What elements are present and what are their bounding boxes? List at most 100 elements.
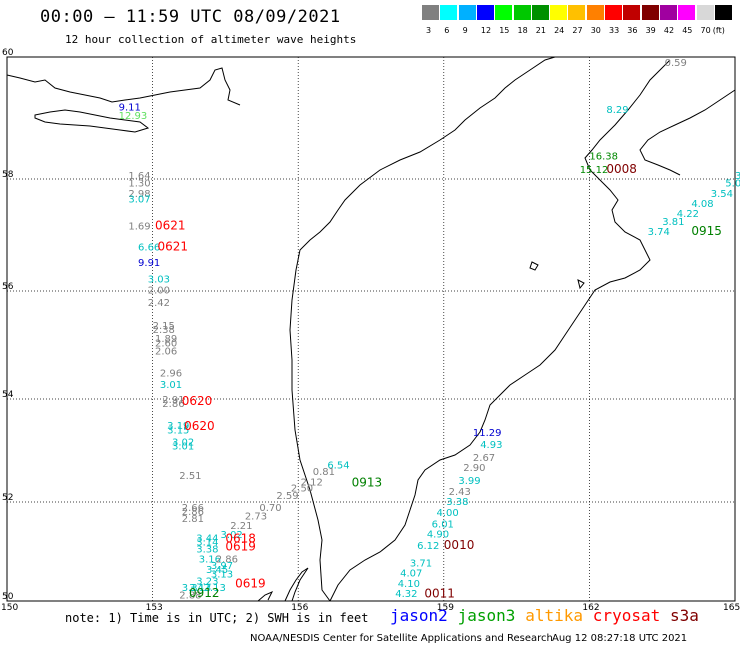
legend-level-label: 18 [517,26,528,35]
wave-height-value: 4.22 [677,209,699,220]
wave-height-value: 3.01 [172,441,194,452]
wave-height-value: 3.71 [410,558,432,569]
wave-height-value: 2.86 [162,399,184,410]
pass-time-label: 0010 [444,538,475,552]
kamchatka-coast [289,56,556,602]
legend-swatch [714,5,732,20]
wave-height-value: 8.29 [606,105,628,116]
wave-height-value: 3.81 [662,217,684,228]
pass-time-label: 0620 [184,419,215,433]
wave-height-value: 2.60 [155,339,177,350]
legend-level-label: 30 [590,26,601,35]
legend-swatch [422,5,439,20]
legend-swatch [550,5,568,20]
koryak-coast [639,89,736,176]
wave-height-value: 2.66 [182,503,204,514]
legend-level-label: (ft) [712,26,725,35]
wave-height-value: 3.6 [735,171,740,182]
wave-height-value: 3.23 [196,577,218,588]
koni-peninsula [34,109,150,133]
longitude-label: 150 [1,603,18,613]
legend-swatch [495,5,513,20]
legend-level-label: 27 [572,26,583,35]
legend-level-label: 24 [554,26,565,35]
satellite-jason3: jason3 [457,606,516,625]
wave-height-value: 3.01 [160,380,182,391]
wave-height-value: 2.90 [463,463,485,474]
wave-height-value: 2.06 [155,347,177,358]
small-island [529,261,539,271]
wave-height-value: 11.29 [473,428,502,439]
legend-swatch [659,5,677,20]
wave-height-value: 2.98 [128,189,150,200]
legend-level-label: 21 [535,26,546,35]
wave-height-value: 2.91 [162,395,184,406]
wave-height-value: 0.59 [665,58,687,69]
wave-height-value: 3.97 [211,561,233,572]
wave-height-value: 3.16 [199,554,221,565]
wave-height-value: 3.07 [128,195,150,206]
pass-time-label: 0011 [424,587,455,601]
kuril-island [257,591,274,602]
pass-time-label: 0008 [606,162,637,176]
wave-height-value: 1.64 [128,171,150,182]
wave-height-value: 4.07 [400,568,422,579]
wave-height-value: 3.13 [189,583,211,594]
wave-height-value: 3.15 [167,426,189,437]
wave-height-value: 2.51 [179,471,201,482]
okhotsk-north-coast [6,67,241,106]
wave-height-value: 3.14 [196,538,218,549]
coastline [6,56,736,602]
wave-height-value: 12.93 [119,111,148,122]
wave-height-value: 1.89 [155,334,177,345]
wave-height-value: 3.54 [711,189,733,200]
wave-height-value: 2.73 [245,511,267,522]
wave-height-value: 3.38 [446,497,468,508]
pass-time-label: 0619 [235,577,266,591]
satellite-s3a: s3a [670,606,699,625]
latitude-label: 58 [2,170,14,180]
wave-height-value: 3.38 [196,544,218,555]
pass-time-label: 0619 [225,540,256,554]
wave-height-value: 2.12 [301,478,323,489]
legend-swatch [586,5,604,20]
legend-swatch [605,5,622,20]
generation-timestamp: Aug 12 08:27:18 UTC 2021 [552,633,688,644]
pass-time-labels: 0621062106200620091306180619061909120010… [155,162,722,601]
paramushir-island [284,567,309,602]
latitude-label: 54 [2,390,14,400]
wave-height-value: 2.88 [179,591,201,602]
wave-height-value: 2.21 [230,521,252,532]
footer-note: note: 1) Time is in UTC; 2) SWH is in fe… [65,611,369,625]
longitude-label: 162 [582,603,599,613]
satellite-altika: altika [525,606,583,625]
wave-height-value: 2.00 [148,286,170,297]
credit-line: NOAA/NESDIS Center for Satellite Applica… [250,633,553,644]
wave-height-value: 3.99 [458,476,480,487]
pass-time-label: 0621 [157,240,188,254]
wave-height-value: 4.93 [480,440,502,451]
wave-height-value: 0.70 [259,503,281,514]
wave-height-value: 6.66 [138,243,160,254]
pass-time-label: 0621 [155,218,186,232]
latitude-label: 50 [2,592,14,602]
legend-level-label: 39 [645,26,656,35]
pass-time-label: 0620 [182,394,213,408]
wave-height-value: 2.13 [204,583,226,594]
wave-height-value: 2.59 [276,491,298,502]
legend-level-label: 45 [682,26,693,35]
wave-height-value: 3.02 [221,530,243,541]
satellite-jason2: jason2 [390,606,448,625]
wave-height-value: 3.03 [148,275,170,286]
longitude-label: 159 [437,603,454,613]
longitude-label: 156 [291,603,308,613]
legend-swatch [458,5,476,20]
wave-height-value: 3.19 [167,421,189,432]
wave-height-value: 2.43 [449,487,471,498]
legend-swatch [678,5,696,20]
longitude-label: 153 [146,603,163,613]
legend-swatch [623,5,641,20]
wave-height-observations: 0.599.1112.938.2916.3815.121.641.302.983… [119,58,740,601]
wave-height-value: 3.34 [182,583,204,594]
legend-level-label: 70 [700,26,711,35]
